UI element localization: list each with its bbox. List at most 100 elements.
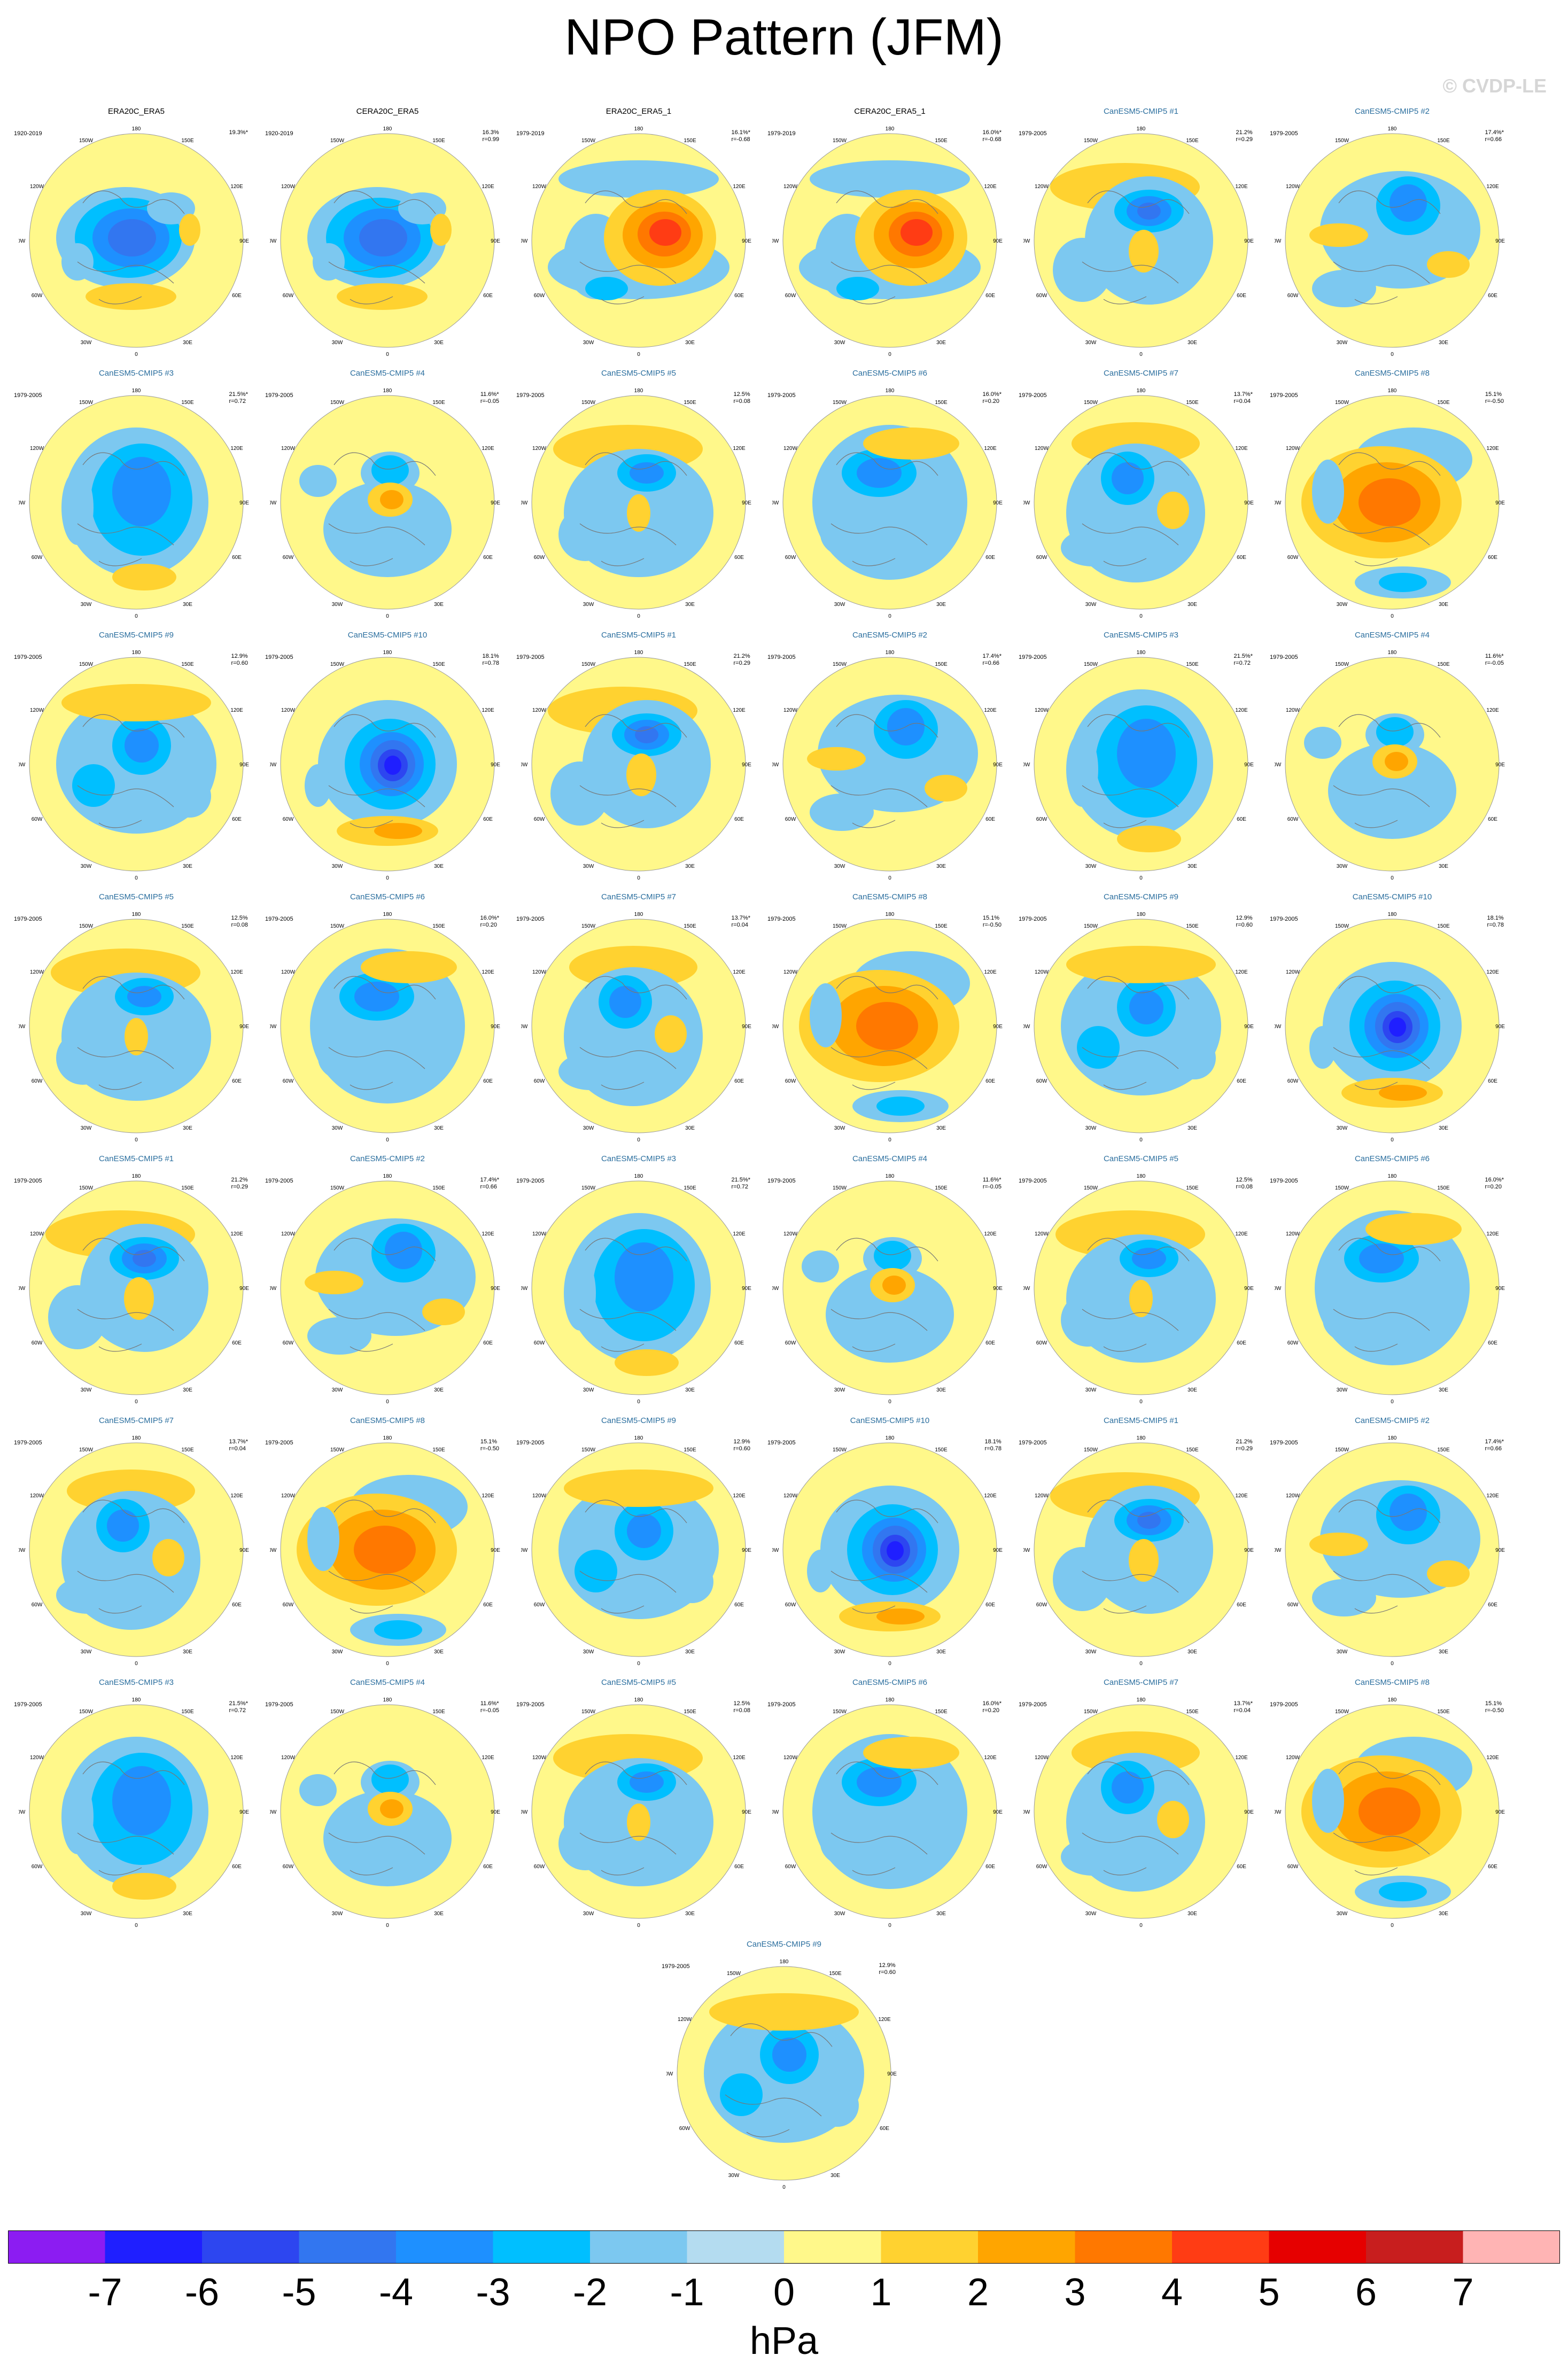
colorbar-segment xyxy=(8,2230,105,2264)
panel-title: CERA20C_ERA5 xyxy=(356,107,419,116)
longitude-label: 90W xyxy=(521,500,528,506)
longitude-label: 30E xyxy=(830,2173,840,2179)
map-panel: CanESM5-CMIP5 #3 1979-2005 21.5%* r=0.72 180… xyxy=(11,369,262,625)
panel-variance: 21.2% xyxy=(1236,129,1253,136)
map-boundary xyxy=(531,395,746,610)
longitude-label: 150W xyxy=(79,400,94,406)
pressure-anomaly-contour xyxy=(925,775,967,802)
longitude-label: 120E xyxy=(733,969,746,975)
longitude-label: 120W xyxy=(281,969,296,975)
longitude-label: 180 xyxy=(383,650,392,656)
longitude-label: 180 xyxy=(1137,1435,1146,1441)
longitude-label: 180 xyxy=(132,912,141,918)
longitude-label: 120E xyxy=(1486,969,1499,975)
longitude-label: 180 xyxy=(886,388,895,394)
polar-map: 180 150W 150E 120W 120E 90W 90E 60W 60E 30W 30E 0 xyxy=(772,912,1003,1143)
longitude-label: 0 xyxy=(1139,1399,1143,1405)
panel-title: CanESM5-CMIP5 #6 xyxy=(852,369,928,378)
map-boundary xyxy=(29,1180,244,1395)
pressure-anomaly-contour xyxy=(380,490,403,509)
longitude-label: 90W xyxy=(1023,500,1030,506)
pressure-anomaly-contour xyxy=(398,192,446,224)
map-boundary xyxy=(531,919,746,1133)
panel-title: CanESM5-CMIP5 #9 xyxy=(98,631,174,640)
panel-title: CanESM5-CMIP5 #8 xyxy=(1354,369,1430,378)
pressure-anomaly-contour xyxy=(86,283,176,310)
longitude-label: 90W xyxy=(772,238,779,244)
longitude-label: 150E xyxy=(432,923,445,929)
longitude-label: 90W xyxy=(1023,1548,1030,1553)
longitude-label: 0 xyxy=(135,1137,138,1143)
longitude-label: 0 xyxy=(888,352,891,357)
longitude-label: 150W xyxy=(79,1185,94,1191)
longitude-label: 120E xyxy=(482,969,494,975)
panel-title: CanESM5-CMIP5 #3 xyxy=(601,1154,677,1163)
pressure-anomaly-contour xyxy=(635,726,658,743)
panel-stats: 16.0%* r=0.20 xyxy=(983,391,1002,405)
longitude-label: 180 xyxy=(634,126,643,132)
longitude-label: 90W xyxy=(19,1809,26,1815)
map-boundary xyxy=(1034,919,1248,1133)
longitude-label: 30W xyxy=(834,340,845,346)
map-boundary xyxy=(677,1966,891,2181)
pressure-anomaly-contour xyxy=(1312,460,1344,524)
longitude-label: 60E xyxy=(734,1340,744,1346)
map-panel: CanESM5-CMIP5 #1 1979-2005 21.2% r=0.29 180 1… xyxy=(11,1154,262,1411)
longitude-label: 150W xyxy=(79,662,94,667)
panel-years: 1979-2005 xyxy=(14,1701,42,1708)
longitude-label: 180 xyxy=(132,126,141,132)
longitude-label: 60W xyxy=(283,1340,294,1346)
longitude-label: 60W xyxy=(785,1602,796,1608)
longitude-label: 60W xyxy=(32,1602,43,1608)
longitude-label: 60W xyxy=(1287,1078,1299,1084)
longitude-label: 90W xyxy=(772,1024,779,1030)
colorbar-segment xyxy=(1366,2230,1463,2264)
longitude-label: 120W xyxy=(281,184,296,190)
longitude-label: 30W xyxy=(583,1387,594,1393)
longitude-label: 120E xyxy=(984,184,997,190)
longitude-label: 30E xyxy=(434,340,444,346)
longitude-label: 30E xyxy=(1187,1649,1197,1655)
pressure-anomaly-contour xyxy=(564,1470,713,1507)
panel-years: 1979-2005 xyxy=(516,1701,545,1708)
map-panel: CanESM5-CMIP5 #9 1979-2005 12.9% r=0.60 180 1… xyxy=(11,631,262,887)
panel-correlation: r=0.08 xyxy=(1236,1184,1253,1190)
pressure-anomaly-contour xyxy=(354,982,399,1012)
panel-stats: 13.7%* r=0.04 xyxy=(229,1439,248,1452)
longitude-label: 120W xyxy=(532,184,547,190)
panel-years: 1979-2005 xyxy=(1019,654,1047,660)
coastline xyxy=(77,190,185,305)
longitude-label: 90E xyxy=(993,1024,1003,1030)
longitude-label: 30E xyxy=(685,1911,695,1917)
longitude-label: 150E xyxy=(829,1971,842,1977)
longitude-label: 0 xyxy=(637,875,640,881)
longitude-label: 90E xyxy=(742,1286,751,1292)
longitude-label: 90E xyxy=(742,500,751,506)
pressure-anomaly-contour xyxy=(810,794,874,831)
longitude-label: 60E xyxy=(734,1078,744,1084)
polar-map: 180 150W 150E 120W 120E 90W 90E 60W 60E 30W 30E 0 xyxy=(1023,1173,1254,1405)
longitude-label: 60E xyxy=(483,293,493,299)
panel-variance: 16.0%* xyxy=(982,391,1002,398)
panel-correlation: r=-0.68 xyxy=(982,136,1002,143)
map-boundary xyxy=(280,919,495,1133)
panel-correlation: r=0.04 xyxy=(229,1445,246,1452)
longitude-label: 0 xyxy=(386,1137,389,1143)
coastline xyxy=(77,1761,185,1876)
longitude-label: 150W xyxy=(330,138,345,144)
longitude-label: 30W xyxy=(834,1125,845,1131)
longitude-label: 150E xyxy=(1437,1709,1450,1715)
panel-title: ERA20C_ERA5_1 xyxy=(606,107,672,116)
panel-variance: 17.4%* xyxy=(480,1177,499,1183)
map-panel: CanESM5-CMIP5 #5 1979-2005 12.5% r=0.08 180 1… xyxy=(513,369,764,625)
colorbar-tick-label: -6 xyxy=(185,2271,219,2311)
map-boundary xyxy=(280,1442,495,1657)
pressure-anomaly-contour xyxy=(430,214,452,246)
panel-correlation: r=0.08 xyxy=(733,1707,751,1714)
panel-years: 1979-2005 xyxy=(265,1440,293,1446)
map-boundary xyxy=(1034,133,1248,348)
longitude-label: 150E xyxy=(432,400,445,406)
map-boundary xyxy=(1034,1442,1248,1657)
map-panel: CanESM5-CMIP5 #10 1979-2005 18.1% r=0.78 180… xyxy=(1267,892,1518,1149)
longitude-label: 150E xyxy=(181,138,194,144)
